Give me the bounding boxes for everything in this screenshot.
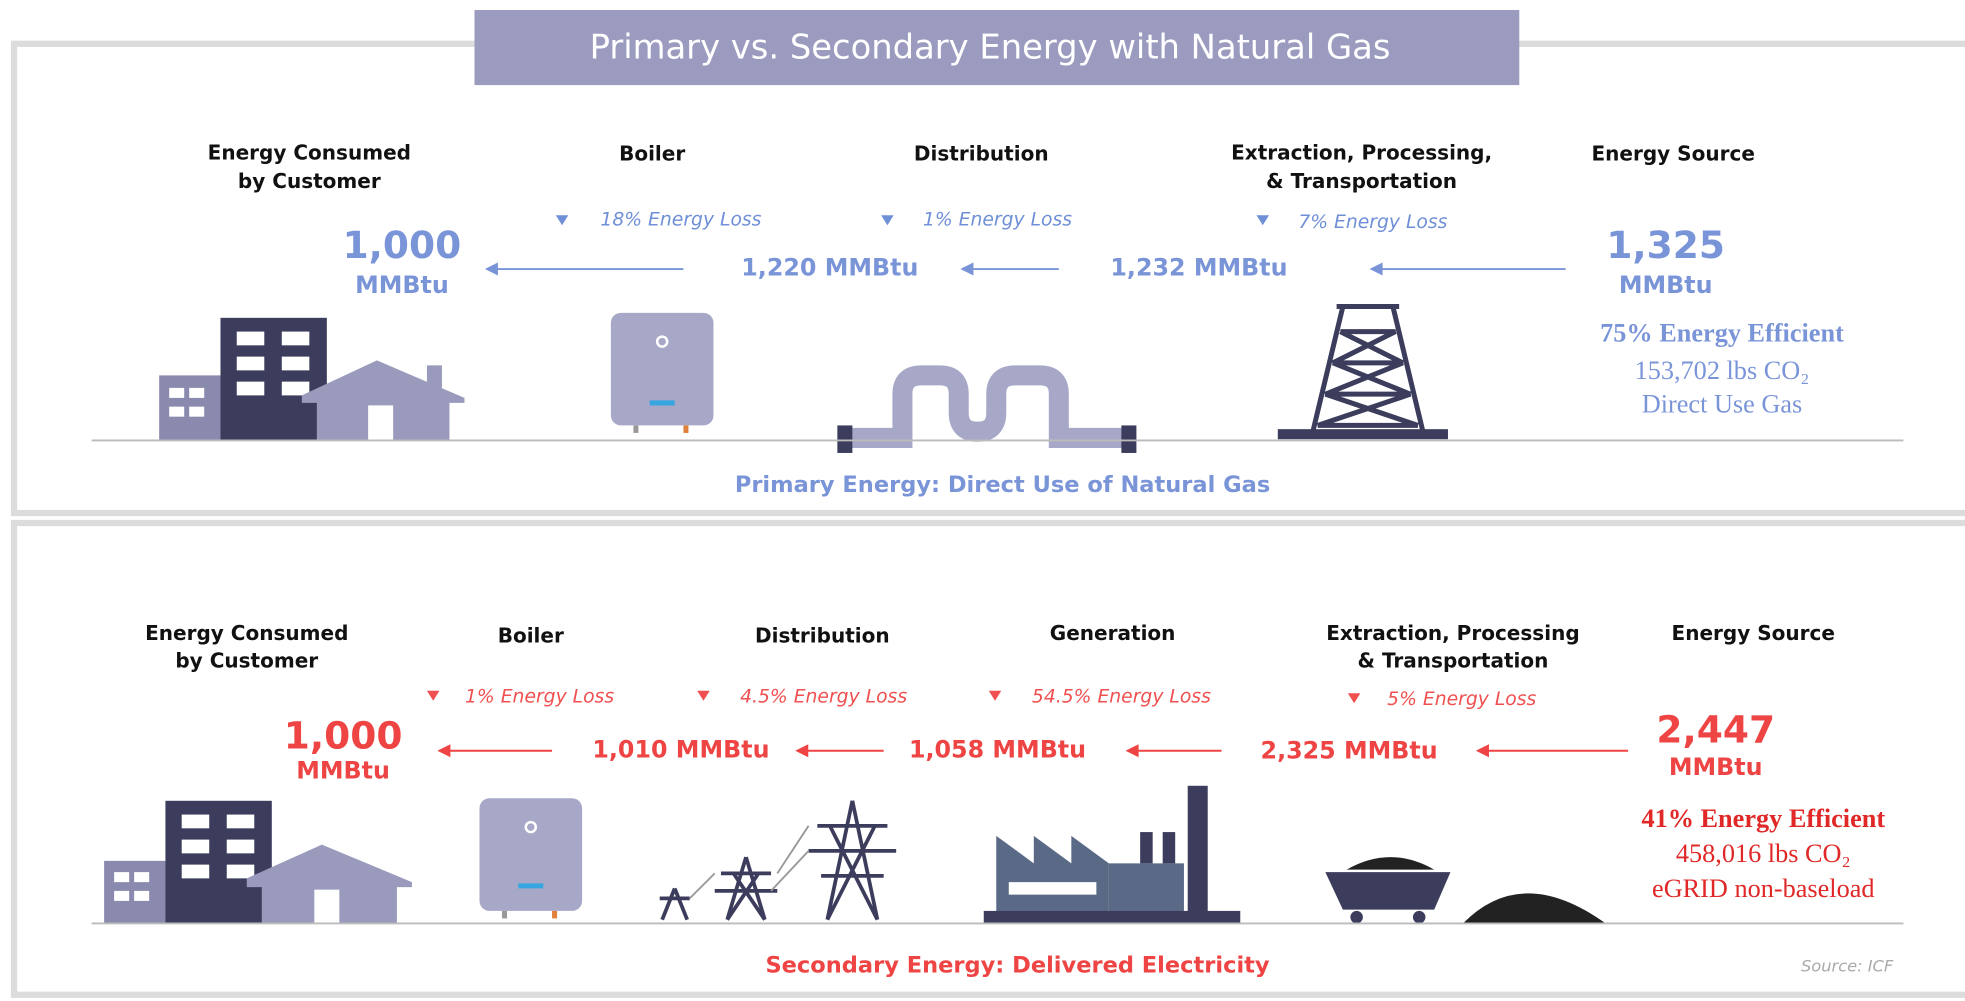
caption: Primary Energy: Direct Use of Natural Ga… <box>735 472 1270 498</box>
stage-label: Energy Consumed <box>145 621 348 645</box>
efficiency: 75% Energy Efficient <box>1600 318 1844 347</box>
secondary-section: Energy Consumed by Customer Boiler Distr… <box>91 621 1904 978</box>
derrick-icon <box>1277 304 1448 440</box>
stage-label: Boiler <box>619 142 685 166</box>
basis: eGRID non-baseload <box>1652 874 1874 903</box>
boiler-icon <box>610 312 714 433</box>
stage-label: Energy Consumed <box>208 140 411 164</box>
stage-label: by Customer <box>238 169 381 193</box>
loss-label: 54.5% Energy Loss <box>1032 686 1211 707</box>
stage-label: Boiler <box>498 623 564 647</box>
caption: Secondary Energy: Delivered Electricity <box>765 952 1269 978</box>
primary-section: Energy Consumed by Customer Boiler Distr… <box>91 140 1904 498</box>
boiler-icon <box>479 798 583 919</box>
unit: MMBtu <box>1619 271 1713 299</box>
stage-label: Distribution <box>914 142 1049 166</box>
amount: 1,232 MMBtu <box>1110 254 1287 282</box>
co2: 153,702 lbs CO₂ <box>1635 356 1810 385</box>
stage-label: Energy Source <box>1672 621 1835 645</box>
building-icon <box>159 317 465 441</box>
unit: MMBtu <box>355 271 449 299</box>
pipe-icon <box>837 365 1137 453</box>
loss-label: 1% Energy Loss <box>465 686 614 707</box>
factory-icon <box>983 785 1241 924</box>
loss-label: 5% Energy Loss <box>1387 689 1536 710</box>
amount: 1,010 MMBtu <box>592 735 769 763</box>
panel <box>10 519 1965 998</box>
building-icon <box>104 800 412 924</box>
efficiency: 41% Energy Efficient <box>1641 804 1885 833</box>
arrows <box>484 262 1566 276</box>
consumed-value: 1,000 <box>284 714 403 758</box>
arrows <box>437 744 1629 758</box>
stage-label: Energy Source <box>1591 142 1754 166</box>
amount: 1,220 MMBtu <box>741 254 918 282</box>
stage-label: & Transportation <box>1358 648 1549 672</box>
stage-label: Extraction, Processing <box>1326 621 1579 645</box>
transmission-icon <box>659 800 897 921</box>
loss-label: 7% Energy Loss <box>1298 212 1447 233</box>
stage-label: by Customer <box>175 648 318 672</box>
source-value: 1,325 <box>1606 223 1725 267</box>
basis: Direct Use Gas <box>1642 390 1802 419</box>
stage-label: Distribution <box>755 623 890 647</box>
consumed-value: 1,000 <box>343 223 462 267</box>
unit: MMBtu <box>1669 753 1763 781</box>
loss-label: 4.5% Energy Loss <box>740 686 907 707</box>
loss-label: 18% Energy Loss <box>600 210 761 231</box>
stage-label: Extraction, Processing, <box>1231 140 1492 164</box>
unit: MMBtu <box>296 757 390 785</box>
coal-icon <box>1325 857 1606 924</box>
stage-label: Generation <box>1050 621 1176 645</box>
source-note: Source: ICF <box>1801 957 1894 976</box>
amount: 2,325 MMBtu <box>1261 737 1438 765</box>
amount: 1,058 MMBtu <box>909 735 1086 763</box>
co2: 458,016 lbs CO₂ <box>1676 839 1851 868</box>
stage-label: & Transportation <box>1266 169 1457 193</box>
title-box <box>474 10 1520 86</box>
title: Primary vs. Secondary Energy with Natura… <box>590 27 1391 66</box>
loss-label: 1% Energy Loss <box>923 210 1072 231</box>
source-value: 2,447 <box>1656 707 1775 751</box>
